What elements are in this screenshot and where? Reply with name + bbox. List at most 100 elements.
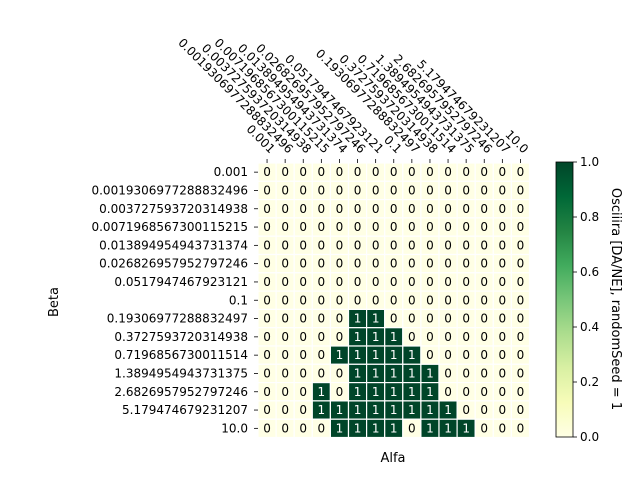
cell-value-label: 0 — [444, 312, 452, 326]
cell-value-label: 0 — [426, 220, 434, 234]
cell-value-label: 0 — [462, 330, 470, 344]
cell-value-label: 1 — [408, 366, 416, 380]
y-tick-label: 0.003727593720314938 — [99, 202, 248, 216]
cell-value-label: 0 — [263, 348, 271, 362]
cell-value-label: 0 — [299, 220, 307, 234]
cell-value-label: 0 — [263, 220, 271, 234]
cell-value-label: 0 — [318, 202, 326, 216]
cell-value-label: 0 — [444, 165, 452, 179]
cell-value-label: 0 — [480, 312, 488, 326]
cell-value-label: 0 — [299, 348, 307, 362]
cell-value-label: 0 — [480, 165, 488, 179]
cell-value-label: 1 — [372, 421, 380, 435]
cell-value-label: 0 — [354, 165, 362, 179]
cell-value-label: 0 — [462, 220, 470, 234]
cell-value-label: 0 — [444, 257, 452, 271]
cell-value-label: 0 — [318, 220, 326, 234]
cell-value-label: 0 — [372, 275, 380, 289]
y-tick-label: 1.3894954943731375 — [114, 366, 248, 380]
cell-value-label: 0 — [408, 275, 416, 289]
cell-value-label: 0 — [336, 183, 344, 197]
cell-value-label: 0 — [390, 165, 398, 179]
y-tick-label: 0.7196856730011514 — [114, 348, 248, 362]
cell-value-label: 0 — [354, 202, 362, 216]
cell-value-label: 0 — [336, 220, 344, 234]
cell-value-label: 0 — [263, 330, 271, 344]
cell-value-label: 0 — [263, 366, 271, 380]
cell-value-label: 1 — [372, 312, 380, 326]
cell-value-label: 0 — [517, 202, 525, 216]
cell-value-label: 0 — [499, 202, 507, 216]
cell-value-label: 1 — [390, 421, 398, 435]
cell-value-label: 0 — [480, 257, 488, 271]
cell-value-label: 0 — [299, 293, 307, 307]
cell-value-label: 0 — [318, 183, 326, 197]
cell-value-label: 0 — [444, 293, 452, 307]
cell-value-label: 0 — [336, 293, 344, 307]
cell-value-label: 0 — [480, 366, 488, 380]
cell-value-label: 0 — [480, 183, 488, 197]
cell-value-label: 0 — [263, 165, 271, 179]
cell-value-label: 0 — [354, 220, 362, 234]
cell-value-label: 0 — [263, 275, 271, 289]
cell-value-label: 0 — [372, 220, 380, 234]
y-tick-label: 5.179474679231207 — [122, 403, 248, 417]
cell-value-label: 0 — [372, 293, 380, 307]
cell-value-label: 0 — [336, 366, 344, 380]
cell-value-label: 0 — [408, 202, 416, 216]
cell-value-label: 0 — [299, 183, 307, 197]
colorbar-tick-label: 1.0 — [580, 155, 599, 169]
colorbar-tick-label: 0.8 — [580, 210, 599, 224]
cell-value-label: 0 — [318, 348, 326, 362]
cell-value-label: 1 — [426, 421, 434, 435]
cell-value-label: 1 — [426, 403, 434, 417]
cell-value-label: 0 — [480, 403, 488, 417]
colorbar-tick-label: 0.4 — [580, 320, 599, 334]
cell-value-label: 0 — [263, 293, 271, 307]
cell-value-label: 1 — [408, 348, 416, 362]
cell-value-label: 0 — [426, 202, 434, 216]
y-tick-label: 0.013894954943731374 — [99, 238, 248, 252]
cell-value-label: 1 — [390, 330, 398, 344]
cell-value-label: 0 — [462, 238, 470, 252]
cell-value-label: 0 — [517, 220, 525, 234]
cell-value-label: 0 — [499, 275, 507, 289]
cell-value-label: 1 — [372, 385, 380, 399]
cell-value-label: 0 — [462, 257, 470, 271]
cell-value-label: 0 — [354, 238, 362, 252]
cell-value-label: 0 — [281, 385, 289, 399]
cell-value-label: 0 — [318, 165, 326, 179]
cell-value-label: 0 — [372, 238, 380, 252]
cell-value-label: 0 — [517, 421, 525, 435]
cell-value-label: 0 — [499, 366, 507, 380]
cell-value-label: 0 — [263, 238, 271, 252]
cell-value-label: 0 — [263, 403, 271, 417]
cell-value-label: 1 — [336, 421, 344, 435]
cell-value-label: 0 — [462, 312, 470, 326]
cell-value-label: 0 — [408, 165, 416, 179]
cell-value-label: 0 — [336, 238, 344, 252]
cell-value-label: 0 — [499, 238, 507, 252]
cell-value-label: 0 — [517, 366, 525, 380]
cell-value-label: 0 — [499, 220, 507, 234]
cell-value-label: 0 — [281, 183, 289, 197]
cell-value-label: 0 — [517, 403, 525, 417]
cell-value-label: 0 — [517, 293, 525, 307]
cell-value-label: 0 — [426, 183, 434, 197]
cell-value-label: 0 — [336, 330, 344, 344]
cell-value-label: 0 — [499, 348, 507, 362]
cell-value-label: 0 — [281, 421, 289, 435]
cell-value-label: 1 — [354, 385, 362, 399]
cell-value-label: 0 — [480, 293, 488, 307]
x-axis-ticks: 0.0010.00193069772888324960.003727593720… — [175, 36, 531, 163]
cell-value-label: 0 — [517, 385, 525, 399]
cell-value-label: 0 — [499, 421, 507, 435]
y-axis-label: Beta — [47, 287, 62, 317]
cell-value-label: 0 — [426, 312, 434, 326]
cell-value-label: 0 — [281, 202, 289, 216]
cell-value-label: 1 — [408, 403, 416, 417]
cell-value-label: 0 — [299, 312, 307, 326]
cell-value-label: 1 — [354, 312, 362, 326]
cell-value-label: 0 — [408, 238, 416, 252]
cell-value-label: 0 — [299, 257, 307, 271]
